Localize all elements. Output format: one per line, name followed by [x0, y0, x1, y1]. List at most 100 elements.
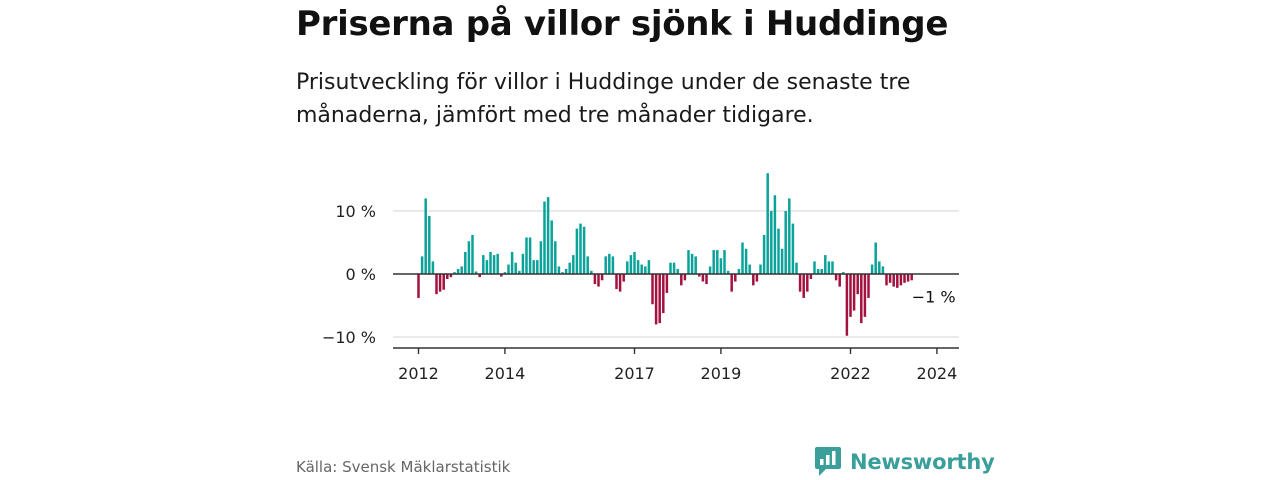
bar-24 — [503, 272, 507, 274]
bar-31 — [528, 237, 532, 274]
bar-91 — [744, 248, 748, 274]
bar-13 — [464, 251, 467, 274]
bar-54 — [611, 256, 615, 274]
bar-78 — [698, 274, 701, 277]
x-tick-label-1: 2014 — [485, 364, 526, 383]
bar-44 — [575, 228, 579, 274]
bar-56 — [618, 274, 622, 292]
bar-59 — [629, 255, 633, 274]
bar-62 — [640, 264, 643, 274]
bar-106 — [798, 274, 802, 292]
y-tick-label-0: 10 % — [335, 202, 376, 221]
bar-26 — [510, 251, 514, 274]
bar-137 — [910, 274, 913, 281]
y-tick-label-1: 0 % — [346, 265, 376, 284]
bar-55 — [615, 274, 618, 290]
bar-68 — [662, 274, 665, 314]
bar-42 — [568, 262, 571, 274]
bar-107 — [802, 274, 805, 298]
bar-11 — [456, 268, 460, 274]
bar-17 — [478, 274, 481, 278]
bar-25 — [507, 264, 510, 274]
bar-70 — [669, 262, 672, 274]
bar-32 — [532, 260, 535, 274]
bar-87 — [730, 274, 733, 292]
bar-61 — [636, 260, 640, 274]
bar-105 — [795, 262, 798, 274]
y-axis-ticks: 10 % 0 % −10 % — [322, 202, 376, 347]
bar-4 — [431, 261, 435, 274]
bar-97 — [766, 173, 769, 274]
x-tick-label-0: 2012 — [398, 364, 439, 383]
bar-45 — [579, 223, 582, 274]
bar-102 — [784, 211, 787, 274]
bar-37 — [550, 220, 553, 274]
bar-39 — [557, 266, 561, 274]
bar-89 — [737, 268, 741, 274]
bar-47 — [586, 256, 589, 274]
bar-50 — [597, 274, 600, 287]
bar-84 — [719, 258, 723, 274]
bar-7 — [442, 274, 445, 290]
bar-2 — [424, 198, 427, 274]
bar-76 — [690, 253, 694, 274]
bar-79 — [701, 274, 705, 282]
bar-93 — [752, 274, 755, 286]
bar-126 — [870, 264, 874, 274]
x-axis-ticks: 2012 2014 2017 2019 2022 2024 — [398, 348, 957, 383]
bar-123 — [860, 274, 863, 324]
bar-65 — [651, 274, 654, 305]
bar-81 — [708, 266, 712, 274]
bar-132 — [892, 274, 895, 287]
bar-120 — [849, 274, 852, 317]
bar-10 — [453, 272, 456, 274]
bar-23 — [500, 274, 503, 277]
bar-12 — [460, 266, 463, 274]
bar-101 — [780, 248, 784, 274]
bar-104 — [791, 223, 795, 274]
bar-111 — [816, 268, 820, 274]
bar-72 — [676, 268, 679, 274]
bar-133 — [896, 274, 899, 288]
bar-64 — [647, 260, 651, 274]
bar-130 — [885, 274, 888, 286]
bar-88 — [734, 274, 737, 282]
bar-34 — [539, 241, 543, 274]
bar-108 — [806, 274, 809, 292]
bar-33 — [536, 260, 539, 274]
bar-113 — [824, 255, 827, 274]
bar-51 — [600, 274, 604, 281]
bar-82 — [712, 250, 715, 274]
bar-58 — [626, 261, 629, 274]
brand-name: Newsworthy — [850, 450, 995, 474]
bar-20 — [489, 251, 492, 274]
bar-99 — [773, 195, 777, 274]
bar-14 — [467, 241, 471, 274]
last-value-annotation: −1 % — [912, 287, 956, 306]
bar-3 — [428, 216, 431, 274]
brand-logo: Newsworthy — [814, 446, 995, 478]
bar-30 — [525, 237, 528, 274]
bar-125 — [867, 274, 870, 298]
bar-41 — [564, 268, 568, 274]
bar-127 — [874, 242, 877, 274]
bar-29 — [521, 253, 525, 274]
bar-38 — [554, 241, 557, 274]
source-note: Källa: Svensk Mäklarstatistik — [296, 458, 511, 476]
bar-100 — [777, 228, 780, 274]
chart-subtitle: Prisutveckling för villor i Huddinge und… — [296, 70, 911, 128]
bar-83 — [716, 250, 719, 274]
bar-21 — [492, 255, 496, 274]
bar-118 — [842, 272, 845, 274]
bar-6 — [438, 274, 442, 292]
bar-124 — [863, 274, 867, 317]
bar-112 — [820, 268, 823, 274]
bar-90 — [741, 242, 744, 274]
bars — [417, 173, 913, 336]
bar-109 — [809, 274, 813, 280]
bar-74 — [683, 274, 687, 281]
bar-121 — [852, 274, 856, 311]
bar-135 — [903, 274, 906, 283]
bar-18 — [482, 255, 485, 274]
bar-77 — [694, 256, 697, 274]
